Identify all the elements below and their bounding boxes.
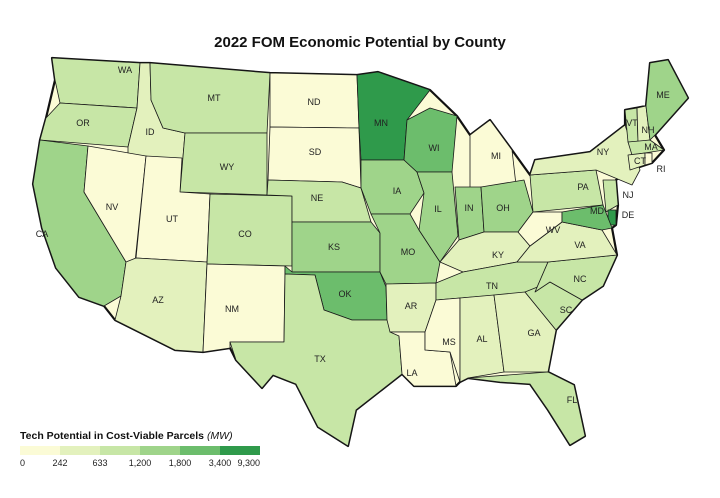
- state-label-la: LA: [406, 368, 417, 378]
- state-label-al: AL: [476, 334, 487, 344]
- state-label-ut: UT: [166, 214, 178, 224]
- state-wi: [403, 107, 458, 173]
- legend-tick-1: 242: [52, 458, 68, 468]
- state-label-ok: OK: [338, 289, 351, 299]
- legend-title-text: Tech Potential in Cost-Viable Parcels: [20, 430, 205, 442]
- state-or: [39, 102, 138, 148]
- state-label-wi: WI: [429, 143, 440, 153]
- legend-tick-2: 633: [92, 458, 108, 468]
- state-label-id: ID: [146, 127, 156, 137]
- legend-tick-5: 3,400: [208, 458, 232, 468]
- state-label-ks: KS: [328, 242, 340, 252]
- state-label-az: AZ: [152, 295, 164, 305]
- legend-tick-4: 1,800: [168, 458, 192, 468]
- state-label-ky: KY: [492, 250, 504, 260]
- state-sd: [267, 126, 362, 189]
- state-label-ny: NY: [597, 147, 610, 157]
- legend-unit: (MW): [206, 430, 233, 442]
- legend-swatch-5: [220, 446, 260, 455]
- state-label-il: IL: [434, 204, 442, 214]
- state-label-mn: MN: [374, 118, 388, 128]
- state-mi: [469, 119, 517, 189]
- state-label-md: MD: [590, 206, 604, 216]
- state-label-tn: TN: [486, 281, 498, 291]
- state-label-nm: NM: [225, 304, 239, 314]
- state-fl: [467, 371, 586, 446]
- state-label-nj: NJ: [623, 190, 634, 200]
- state-az: [114, 257, 208, 353]
- legend-tick-3: 1,200: [128, 458, 152, 468]
- state-label-in: IN: [465, 203, 474, 213]
- legend-tick-6: 9,300: [237, 458, 260, 468]
- state-nm: [202, 263, 286, 353]
- state-ny: [529, 124, 641, 186]
- legend-swatch-1: [60, 446, 100, 455]
- state-label-oh: OH: [496, 203, 510, 213]
- state-label-nh: NH: [642, 125, 655, 135]
- state-label-ma: MA: [644, 142, 658, 152]
- state-label-wa: WA: [118, 65, 132, 75]
- state-label-pa: PA: [577, 182, 588, 192]
- state-label-ri: RI: [657, 164, 666, 174]
- state-label-ms: MS: [442, 337, 456, 347]
- state-label-mi: MI: [491, 151, 501, 161]
- legend-swatch-0: [20, 446, 60, 455]
- state-label-ga: GA: [527, 328, 540, 338]
- state-label-ca: CA: [36, 229, 49, 239]
- legend-swatch-4: [180, 446, 220, 455]
- state-al: [459, 294, 505, 383]
- state-label-fl: FL: [567, 395, 578, 405]
- legend-color-bar: [20, 446, 260, 455]
- legend-tick-0: 0: [20, 458, 26, 468]
- state-ma: [627, 139, 665, 156]
- state-label-or: OR: [76, 118, 90, 128]
- state-label-nv: NV: [106, 202, 119, 212]
- state-ri: [644, 152, 653, 166]
- state-label-va: VA: [574, 240, 585, 250]
- state-label-nd: ND: [308, 97, 321, 107]
- state-nj: [602, 179, 619, 213]
- state-label-vt: VT: [626, 118, 638, 128]
- state-label-tx: TX: [314, 354, 326, 364]
- state-label-wv: WV: [546, 225, 561, 235]
- state-label-ct: CT: [634, 156, 646, 166]
- state-label-nc: NC: [574, 274, 587, 284]
- state-md: [561, 204, 613, 231]
- state-tx: [229, 273, 403, 447]
- legend-swatch-3: [140, 446, 180, 455]
- state-label-me: ME: [656, 90, 670, 100]
- legend-ticks: 0 242 633 1,200 1,800 3,400 9,300: [20, 458, 260, 472]
- legend-title: Tech Potential in Cost-Viable Parcels (M…: [20, 430, 233, 442]
- state-label-ar: AR: [405, 301, 418, 311]
- state-label-ne: NE: [311, 193, 324, 203]
- state-label-sc: SC: [560, 305, 573, 315]
- state-label-ia: IA: [393, 186, 402, 196]
- state-label-mo: MO: [401, 247, 416, 257]
- state-label-de: DE: [622, 210, 635, 220]
- legend-swatch-2: [100, 446, 140, 455]
- state-label-mt: MT: [208, 93, 221, 103]
- map-title: 2022 FOM Economic Potential by County: [214, 34, 506, 51]
- state-label-sd: SD: [309, 147, 322, 157]
- state-label-co: CO: [238, 229, 252, 239]
- state-label-wy: WY: [220, 162, 235, 172]
- state-in: [454, 186, 485, 241]
- state-ga: [493, 291, 557, 373]
